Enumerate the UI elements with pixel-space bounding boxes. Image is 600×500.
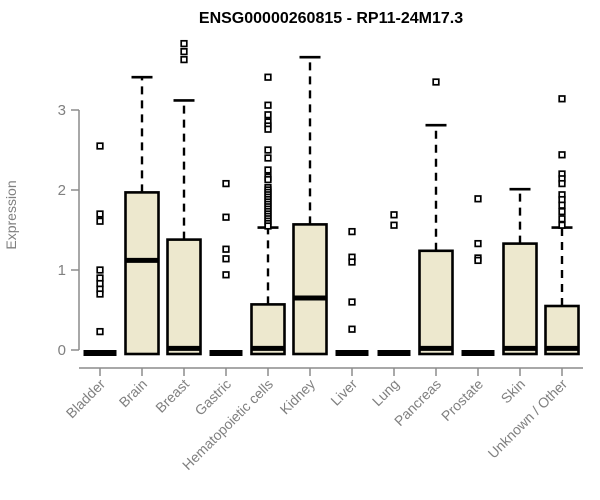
x-tick-label-lung: Lung (369, 376, 402, 409)
box-hematopoietic-cells (250, 303, 286, 356)
outlier-point-hematopoietic-cells (264, 154, 272, 162)
outlier-point-gastric (222, 179, 230, 188)
outlier-point-unknown-other (558, 201, 566, 209)
outlier-point-pancreas (432, 78, 440, 86)
outlier-point-unknown-other (558, 151, 566, 159)
outlier-point-liver (348, 258, 356, 266)
outlier-point-lung (390, 211, 398, 219)
collapsed-box-gastric (209, 350, 243, 356)
outlier-point-gastric (222, 245, 230, 253)
outlier-point-liver (348, 227, 356, 236)
outlier-point-hematopoietic-cells (264, 101, 272, 109)
outlier-point-gastric (222, 255, 230, 263)
outlier-point-bladder (96, 327, 104, 336)
box-skin (502, 242, 538, 356)
chart-title: ENSG00000260815 - RP11-24M17.3 (199, 10, 463, 27)
outlier-point-hematopoietic-cells (264, 73, 272, 81)
x-tick-label-pancreas: Pancreas (391, 376, 444, 429)
y-tick-label: 1 (58, 262, 66, 279)
collapsed-box-prostate (461, 350, 495, 356)
outlier-point-breast (180, 39, 188, 48)
collapsed-box-liver (335, 350, 369, 356)
box-group-bladder (83, 142, 117, 356)
x-tick-label-prostate: Prostate (438, 376, 486, 424)
box-group-prostate (461, 195, 495, 356)
collapsed-box-bladder (83, 350, 117, 356)
outlier-point-bladder (96, 290, 104, 298)
box-group-breast (166, 39, 202, 356)
outlier-point-liver (348, 298, 356, 306)
box-brain (124, 191, 160, 356)
x-tick-label-skin: Skin (498, 376, 529, 407)
outlier-point-prostate (474, 195, 482, 203)
outlier-point-hematopoietic-cells (264, 125, 272, 133)
outlier-point-liver (348, 325, 356, 333)
box-group-kidney (292, 55, 328, 356)
box-breast (166, 238, 202, 356)
outlier-point-hematopoietic-cells (264, 111, 272, 119)
outlier-point-prostate (474, 256, 482, 265)
y-tick-label: 0 (58, 342, 66, 359)
outlier-point-unknown-other (558, 221, 566, 229)
outlier-point-bladder (96, 210, 104, 218)
box-group-lung (377, 211, 411, 356)
outlier-point-lung (390, 221, 398, 229)
outlier-point-unknown-other (558, 179, 566, 188)
box-group-gastric (209, 179, 243, 356)
outlier-point-unknown-other (558, 95, 566, 103)
outlier-point-hematopoietic-cells (264, 175, 272, 184)
y-tick-label: 3 (58, 102, 66, 119)
outlier-point-breast (180, 55, 188, 64)
outlier-point-bladder (96, 142, 104, 150)
x-tick-label-kidney: Kidney (277, 376, 319, 418)
box-group-unknown-other (544, 95, 580, 356)
box-kidney (292, 223, 328, 356)
collapsed-box-lung (377, 350, 411, 356)
x-tick-label-bladder: Bladder (63, 376, 109, 422)
box-group-hematopoietic-cells (250, 73, 286, 356)
y-tick-label: 2 (58, 182, 66, 199)
outlier-point-unknown-other (558, 207, 566, 216)
y-axis-label: Expression (3, 180, 19, 249)
x-tick-label-breast: Breast (152, 376, 192, 416)
outlier-point-bladder (96, 266, 104, 274)
outlier-point-breast (180, 47, 188, 56)
x-tick-label-unknown-other: Unknown / Other (485, 376, 571, 462)
boxes-layer (83, 39, 580, 356)
outlier-point-gastric (222, 271, 230, 279)
outlier-point-hematopoietic-cells (264, 166, 272, 174)
outlier-point-prostate (474, 239, 482, 248)
outlier-point-bladder (96, 217, 104, 225)
x-tick-label-brain: Brain (116, 376, 150, 410)
box-group-pancreas (418, 78, 454, 356)
box-group-brain (124, 75, 160, 356)
box-pancreas (418, 249, 454, 356)
outlier-point-gastric (222, 213, 230, 221)
outlier-point-hematopoietic-cells (264, 222, 272, 230)
outlier-point-unknown-other (558, 215, 566, 223)
x-tick-label-liver: Liver (327, 376, 360, 409)
box-group-skin (502, 187, 538, 356)
box-group-liver (335, 227, 369, 356)
outlier-point-hematopoietic-cells (264, 146, 272, 154)
